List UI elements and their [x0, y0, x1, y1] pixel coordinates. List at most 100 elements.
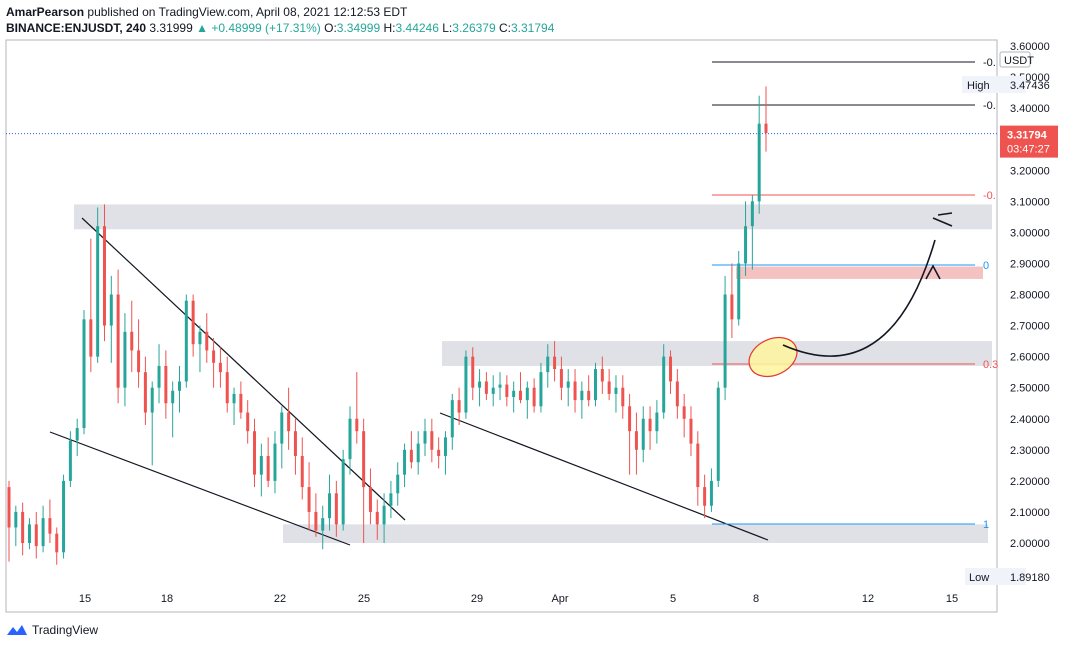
candle[interactable] [594, 362, 598, 407]
candle[interactable] [102, 204, 106, 342]
candle[interactable] [143, 356, 147, 425]
candle[interactable] [505, 375, 509, 407]
candle[interactable] [239, 381, 243, 419]
price-axis[interactable]: 3.600003.500003.400003.300003.200003.100… [1010, 41, 1050, 550]
candle[interactable] [34, 511, 38, 559]
support-zone[interactable] [283, 524, 988, 543]
tradingview-logo[interactable]: TradingView [6, 623, 98, 637]
candle[interactable] [157, 344, 161, 404]
candle[interactable] [62, 474, 66, 559]
candle[interactable] [512, 381, 516, 413]
candle[interactable] [75, 418, 79, 457]
candle[interactable] [723, 275, 727, 401]
candle[interactable] [164, 350, 168, 419]
candle[interactable] [614, 375, 618, 413]
candle[interactable] [600, 356, 604, 394]
candle[interactable] [246, 400, 250, 444]
candle[interactable] [553, 341, 557, 382]
candle[interactable] [396, 462, 400, 506]
candle[interactable] [525, 381, 529, 419]
candle[interactable] [150, 381, 154, 466]
candle[interactable] [41, 505, 45, 553]
candle[interactable] [362, 418, 366, 543]
candle[interactable] [96, 207, 100, 363]
projection-arrow-path[interactable] [782, 239, 936, 357]
candle[interactable] [634, 412, 638, 475]
candle[interactable] [273, 431, 277, 494]
candle[interactable] [27, 518, 31, 550]
candle[interactable] [382, 493, 386, 543]
candle[interactable] [116, 269, 120, 404]
candle[interactable] [566, 369, 570, 407]
candle[interactable] [675, 369, 679, 419]
candle[interactable] [307, 462, 311, 531]
candle[interactable] [314, 493, 318, 537]
candle[interactable] [130, 300, 134, 373]
candle[interactable] [703, 474, 707, 519]
candle[interactable] [423, 418, 427, 457]
candle[interactable] [471, 347, 475, 401]
candle[interactable] [321, 505, 325, 550]
resistance-zone[interactable] [74, 204, 992, 230]
candle[interactable] [689, 406, 693, 457]
candle[interactable] [82, 310, 86, 435]
candle[interactable] [580, 381, 584, 419]
candle[interactable] [498, 372, 502, 401]
candle[interactable] [225, 356, 229, 413]
candle[interactable] [212, 337, 216, 388]
candle[interactable] [198, 325, 202, 373]
candle[interactable] [218, 347, 222, 388]
time-axis[interactable]: 15 18 22 25 29 Apr 5 8 12 15 [79, 593, 958, 605]
candle[interactable] [348, 406, 352, 475]
candle[interactable] [109, 275, 113, 363]
candle[interactable] [259, 443, 263, 497]
candle[interactable] [587, 375, 591, 407]
candle[interactable] [403, 443, 407, 488]
candle[interactable] [628, 393, 632, 475]
publisher-name[interactable]: AmarPearson [6, 5, 85, 19]
candle[interactable] [655, 400, 659, 444]
candle[interactable] [7, 480, 11, 562]
candle[interactable] [389, 480, 393, 519]
candle[interactable] [232, 387, 236, 425]
candle[interactable] [757, 95, 761, 214]
candle[interactable] [737, 251, 741, 326]
candle[interactable] [457, 387, 461, 425]
candle[interactable] [177, 365, 181, 413]
candle[interactable] [280, 406, 284, 469]
candle[interactable] [621, 375, 625, 419]
candle[interactable] [300, 437, 304, 500]
candle[interactable] [730, 263, 734, 338]
retest-zone[interactable] [736, 266, 983, 279]
candle[interactable] [696, 431, 700, 506]
candle[interactable] [21, 502, 25, 556]
candle[interactable] [253, 418, 257, 488]
candle[interactable] [341, 449, 345, 531]
candle[interactable] [68, 431, 72, 488]
currency-box[interactable] [999, 51, 1031, 68]
candle[interactable] [287, 387, 291, 450]
candle[interactable] [55, 527, 59, 565]
candle[interactable] [14, 505, 18, 547]
candle[interactable] [334, 480, 338, 537]
symbol-name[interactable]: BINANCE:ENJUSDT, 240 [6, 21, 147, 35]
candle[interactable] [266, 437, 270, 488]
candle[interactable] [532, 378, 536, 413]
candle[interactable] [518, 372, 522, 404]
candle[interactable] [464, 350, 468, 419]
candle[interactable] [662, 344, 666, 419]
candle[interactable] [744, 201, 748, 276]
candle[interactable] [641, 406, 645, 463]
candle[interactable] [716, 381, 720, 488]
candle[interactable] [205, 313, 209, 363]
current-price-box[interactable] [1000, 125, 1058, 158]
descending-trendline-upper[interactable] [81, 217, 406, 521]
candle[interactable] [137, 319, 141, 388]
candle[interactable] [648, 406, 652, 450]
candle[interactable] [375, 499, 379, 540]
candle[interactable] [546, 344, 550, 388]
candle[interactable] [484, 372, 488, 401]
candle[interactable] [328, 474, 332, 531]
candle[interactable] [48, 499, 52, 543]
candle[interactable] [355, 372, 359, 444]
